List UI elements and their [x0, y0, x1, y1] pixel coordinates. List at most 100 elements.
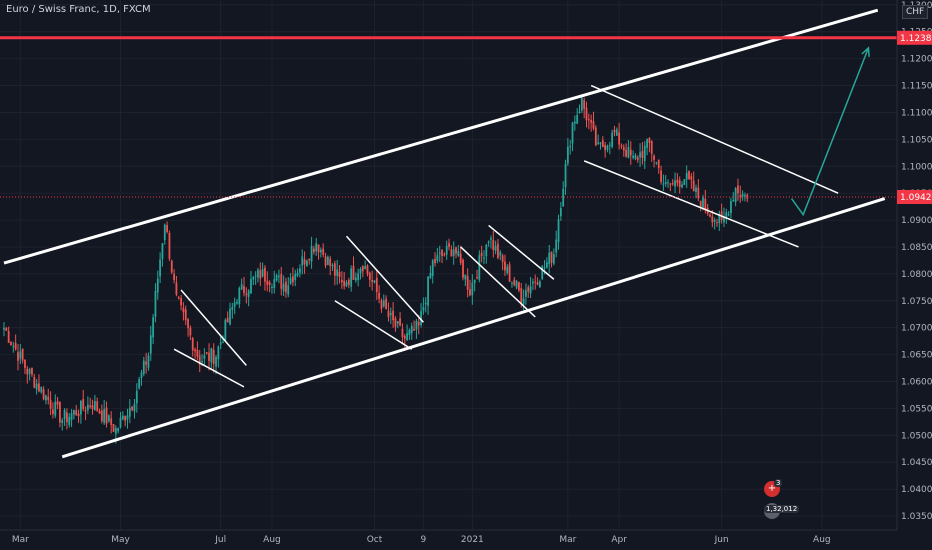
- candle: [716, 222, 718, 224]
- candle: [655, 162, 658, 164]
- candle: [690, 176, 693, 180]
- candle: [196, 349, 199, 357]
- candle: [177, 297, 180, 299]
- candle: [394, 318, 397, 327]
- candle: [718, 214, 721, 224]
- candle: [599, 142, 602, 144]
- candle: [254, 275, 257, 277]
- candle: [359, 268, 362, 274]
- candle: [543, 267, 546, 269]
- candle: [240, 284, 243, 290]
- candle: [592, 121, 595, 129]
- candle: [408, 329, 411, 335]
- candle: [21, 348, 24, 361]
- candle: [278, 275, 280, 277]
- candle: [333, 263, 336, 276]
- candle: [653, 155, 655, 160]
- candle: [310, 246, 313, 262]
- price-tick-label: 1.06500: [901, 351, 932, 361]
- candle: [259, 270, 262, 279]
- current-price-label: 1.09429: [900, 193, 932, 203]
- candle: [744, 195, 746, 197]
- candle: [52, 409, 54, 414]
- candle: [704, 198, 707, 210]
- candle: [175, 282, 178, 295]
- candle: [35, 383, 38, 390]
- candle: [492, 240, 495, 251]
- candle: [569, 146, 572, 148]
- candle: [238, 288, 241, 305]
- candle: [54, 401, 57, 416]
- candle: [413, 329, 415, 331]
- candle: [431, 260, 434, 277]
- currency-label[interactable]: CHF: [902, 5, 929, 19]
- price-tick-label: 1.04000: [901, 485, 932, 495]
- candle: [501, 255, 504, 263]
- price-levels: [0, 36, 897, 198]
- candle: [10, 342, 12, 346]
- candle: [173, 273, 175, 281]
- candle: [387, 310, 390, 317]
- candle: [459, 253, 462, 263]
- candle: [301, 256, 304, 266]
- candle: [252, 276, 255, 280]
- candle: [525, 290, 527, 297]
- candle: [692, 180, 695, 192]
- candle: [68, 416, 71, 425]
- candle: [417, 321, 420, 326]
- candle: [212, 349, 215, 364]
- candle: [662, 183, 665, 185]
- candle: [345, 282, 348, 287]
- candle: [555, 239, 558, 253]
- time-tick-label: Oct: [367, 535, 383, 545]
- candle: [697, 187, 700, 199]
- candle: [322, 248, 325, 255]
- candle: [490, 238, 492, 240]
- candle: [676, 179, 679, 184]
- candle: [189, 327, 192, 336]
- price-tick-label: 1.06000: [901, 377, 932, 387]
- flag-trendline: [488, 224, 555, 280]
- candle: [639, 152, 641, 158]
- candle: [364, 266, 367, 270]
- candle: [399, 318, 401, 326]
- candle: [131, 406, 134, 411]
- candle: [3, 327, 5, 330]
- candle: [280, 274, 283, 289]
- candle: [494, 245, 497, 251]
- candle: [96, 401, 99, 411]
- candle: [415, 321, 418, 330]
- candle: [324, 256, 327, 266]
- candle: [224, 319, 227, 341]
- price-tick-label: 1.10500: [901, 135, 932, 145]
- candle: [247, 290, 250, 297]
- candle: [559, 207, 562, 217]
- candle: [392, 310, 395, 321]
- candle: [61, 420, 64, 423]
- event-badges[interactable]: + 3 1,32,012: [761, 479, 800, 525]
- candle: [476, 277, 478, 279]
- candle: [618, 132, 621, 145]
- candle: [317, 244, 320, 253]
- candle: [473, 279, 476, 284]
- candle: [163, 224, 166, 241]
- candle: [585, 107, 588, 121]
- resistance-price-label-box: [897, 30, 932, 45]
- candle: [522, 298, 525, 305]
- trendline-drawings: [3, 8, 886, 459]
- candle: [124, 415, 127, 421]
- candle: [371, 279, 374, 282]
- time-tick-label: Jun: [714, 535, 729, 545]
- time-tick-label: Aug: [263, 535, 281, 545]
- candle: [678, 180, 681, 187]
- candle: [590, 119, 593, 123]
- price-axis: 1.130001.125001.120001.115001.110001.105…: [896, 0, 932, 550]
- candle: [303, 259, 306, 265]
- candle: [352, 265, 355, 280]
- candle: [699, 201, 702, 208]
- candle: [529, 286, 532, 294]
- candle: [152, 317, 155, 338]
- candle: [455, 247, 457, 254]
- candle: [506, 266, 509, 274]
